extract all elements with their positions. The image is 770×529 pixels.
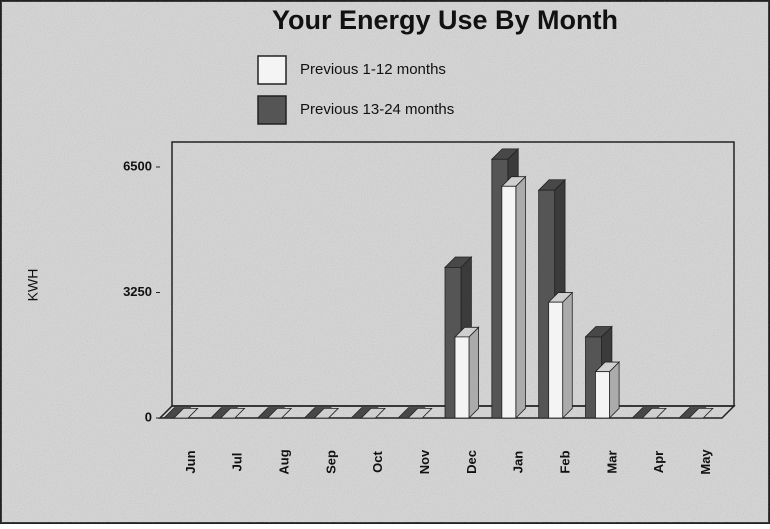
bar-top <box>641 407 667 419</box>
bar-top <box>360 407 386 419</box>
bar <box>500 175 527 419</box>
x-tick-label: Feb <box>558 450 573 473</box>
x-tick-label: Apr <box>651 451 666 473</box>
x-tick-label: Mar <box>604 450 619 473</box>
bar-top <box>688 407 714 419</box>
y-axis <box>159 405 173 419</box>
bar-side <box>468 326 480 419</box>
bar <box>688 407 714 419</box>
bar <box>360 407 386 419</box>
bar-top <box>219 407 246 419</box>
y-tick-label: 6500 <box>123 158 152 173</box>
bar-top <box>173 407 199 419</box>
bar <box>454 326 480 419</box>
bar <box>547 291 574 419</box>
bar-top <box>313 407 340 419</box>
y-tick-label: 3250 <box>123 284 152 299</box>
legend-swatch <box>257 55 287 85</box>
legend-swatch <box>257 95 287 125</box>
y-tick-label: 0 <box>145 409 152 424</box>
x-tick-label: Sep <box>323 450 338 474</box>
bar-front <box>501 185 517 419</box>
x-tick-label: Jul <box>230 453 245 472</box>
x-tick-label: Jun <box>183 450 198 473</box>
bar <box>594 361 621 419</box>
x-tick-label: May <box>698 449 713 475</box>
x-tick-label: Nov <box>417 449 432 474</box>
y-axis-label: KWH <box>25 269 41 302</box>
bar <box>266 407 293 419</box>
bar-top <box>266 407 293 419</box>
bar <box>313 407 340 419</box>
x-tick-label: Dec <box>464 450 479 474</box>
bar-front <box>548 301 564 419</box>
x-tick-label: Oct <box>370 450 385 472</box>
x-tick-label: Aug <box>277 449 292 474</box>
chart-title: Your Energy Use By Month <box>272 5 618 35</box>
bar-top <box>407 407 433 419</box>
x-tick-label: Jan <box>511 451 526 473</box>
legend-label: Previous 1-12 months <box>300 61 446 78</box>
bar-side <box>562 291 573 419</box>
bar <box>407 407 433 419</box>
bar <box>641 407 667 419</box>
legend-label: Previous 13-24 months <box>300 101 454 118</box>
bar-front <box>595 371 610 419</box>
bar-side <box>515 175 526 419</box>
bar-front <box>454 336 470 419</box>
bar <box>173 407 199 419</box>
bar <box>219 407 246 419</box>
